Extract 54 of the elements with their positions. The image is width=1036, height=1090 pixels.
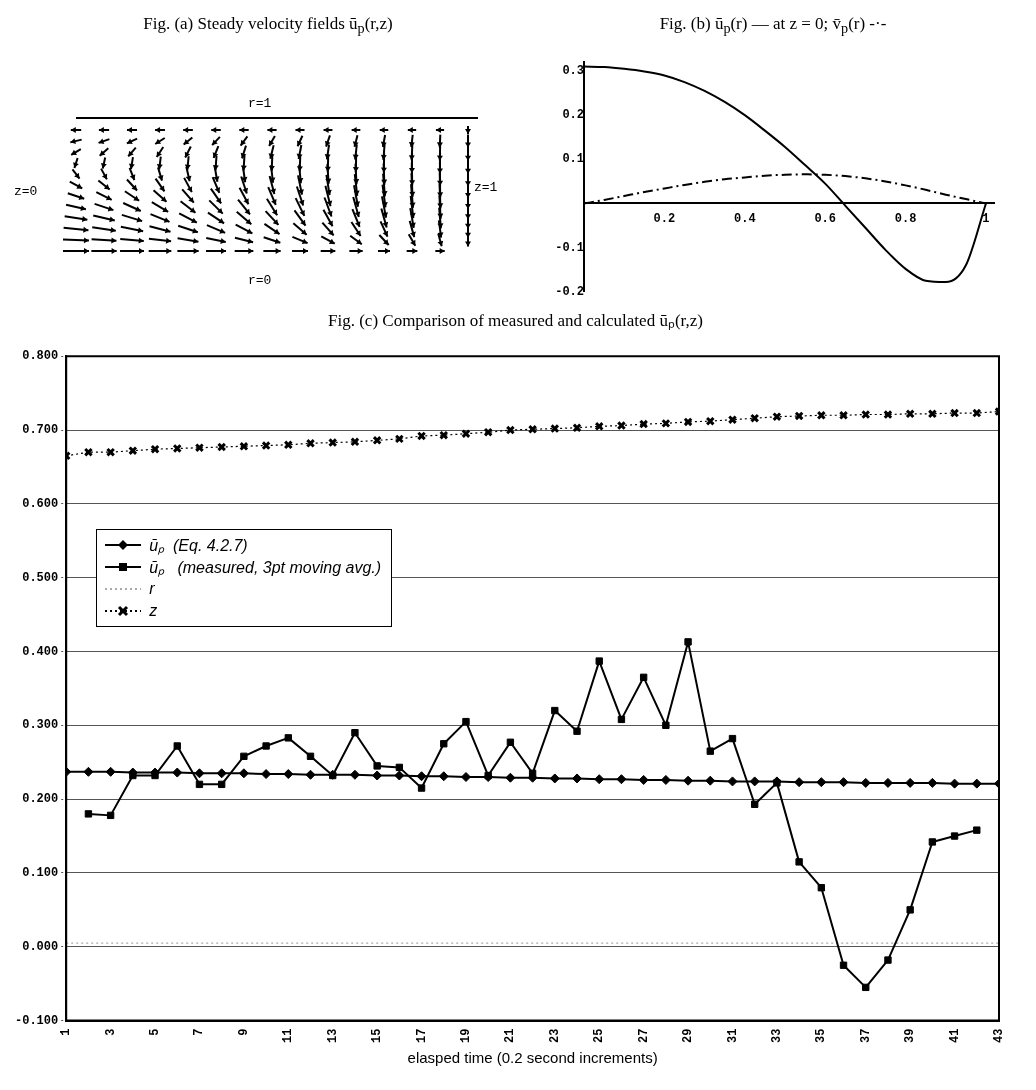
x-tick-label: 7 — [192, 1028, 207, 1036]
y-tick-label: 0.000 — [22, 939, 59, 954]
x-tick-label: 41 — [947, 1028, 962, 1043]
x-tick-label: 1 — [59, 1028, 74, 1036]
x-tick-label: 31 — [725, 1028, 740, 1043]
x-tick-label: 39 — [903, 1028, 918, 1043]
y-tick-label: 0.400 — [22, 644, 59, 659]
x-tick-label: 19 — [458, 1028, 473, 1043]
y-tick-label: 0.700 — [22, 423, 59, 438]
text: r=1 — [248, 96, 272, 111]
legend-label: ūₚ (Eq. 4.2.7) — [149, 535, 248, 556]
y-tick-label: -0.1 — [555, 240, 584, 255]
y-tick-label: 0.2 — [562, 108, 584, 123]
y-tick-label: -0.2 — [555, 284, 584, 299]
y-tick-label: 0.1 — [562, 152, 584, 167]
x-tick-label: 37 — [858, 1028, 873, 1043]
x-tick-label: 3 — [103, 1028, 118, 1036]
x-tick-label: 33 — [769, 1028, 784, 1043]
text: Fig. (a) Steady velocity fields ū$_{p}$(r,z) — [142, 14, 394, 38]
text: z=1 — [474, 180, 498, 195]
legend-label: ūₚ (measured, 3pt moving avg.) — [149, 557, 382, 578]
y-tick-label: 0.800 — [22, 349, 59, 364]
y-tick-label: 0.100 — [22, 865, 59, 880]
legend-label: r — [149, 579, 155, 598]
x-tick-label: 21 — [503, 1028, 518, 1043]
chart-title: Fig. (c) Comparison of measured and calculated ūₚ(r,z) — [327, 310, 704, 332]
x-tick-label: 27 — [636, 1028, 651, 1043]
x-tick-label: 0.2 — [653, 211, 676, 226]
x-tick-label: 1 — [982, 211, 990, 226]
x-tick-label: 11 — [281, 1028, 296, 1043]
chart-title: Fig. (b) ū$_{p}$(r) — at z = 0; v̄$_{p}$(r) -·- — [658, 13, 888, 39]
text: z=0 — [14, 184, 38, 199]
x-tick-label: 5 — [148, 1028, 163, 1036]
x-tick-label: 15 — [370, 1028, 385, 1043]
x-tick-label: 35 — [814, 1028, 829, 1043]
legend-label: z — [149, 601, 158, 620]
y-tick-label: 0.300 — [22, 718, 59, 733]
y-tick-label: -0.100 — [14, 1013, 59, 1028]
x-tick-label: 25 — [592, 1028, 607, 1043]
x-tick-label: 29 — [681, 1028, 696, 1043]
x-tick-label: 0.6 — [814, 211, 836, 226]
y-tick-label: 0.600 — [22, 496, 59, 511]
x-tick-label: 23 — [547, 1028, 562, 1043]
x-tick-label: 0.8 — [894, 211, 917, 226]
x-tick-label: 13 — [325, 1028, 340, 1043]
x-tick-label: 43 — [992, 1028, 1007, 1043]
x-tick-label: 0.4 — [733, 211, 756, 226]
y-tick-label: 0.3 — [562, 64, 584, 79]
y-tick-label: 0.200 — [22, 792, 59, 807]
x-tick-label: 9 — [236, 1028, 251, 1036]
x-axis-title: elasped time (0.2 second increments) — [407, 1049, 658, 1067]
y-tick-label: 0.500 — [22, 570, 59, 585]
text: r=0 — [248, 273, 272, 288]
x-tick-label: 17 — [414, 1028, 429, 1043]
